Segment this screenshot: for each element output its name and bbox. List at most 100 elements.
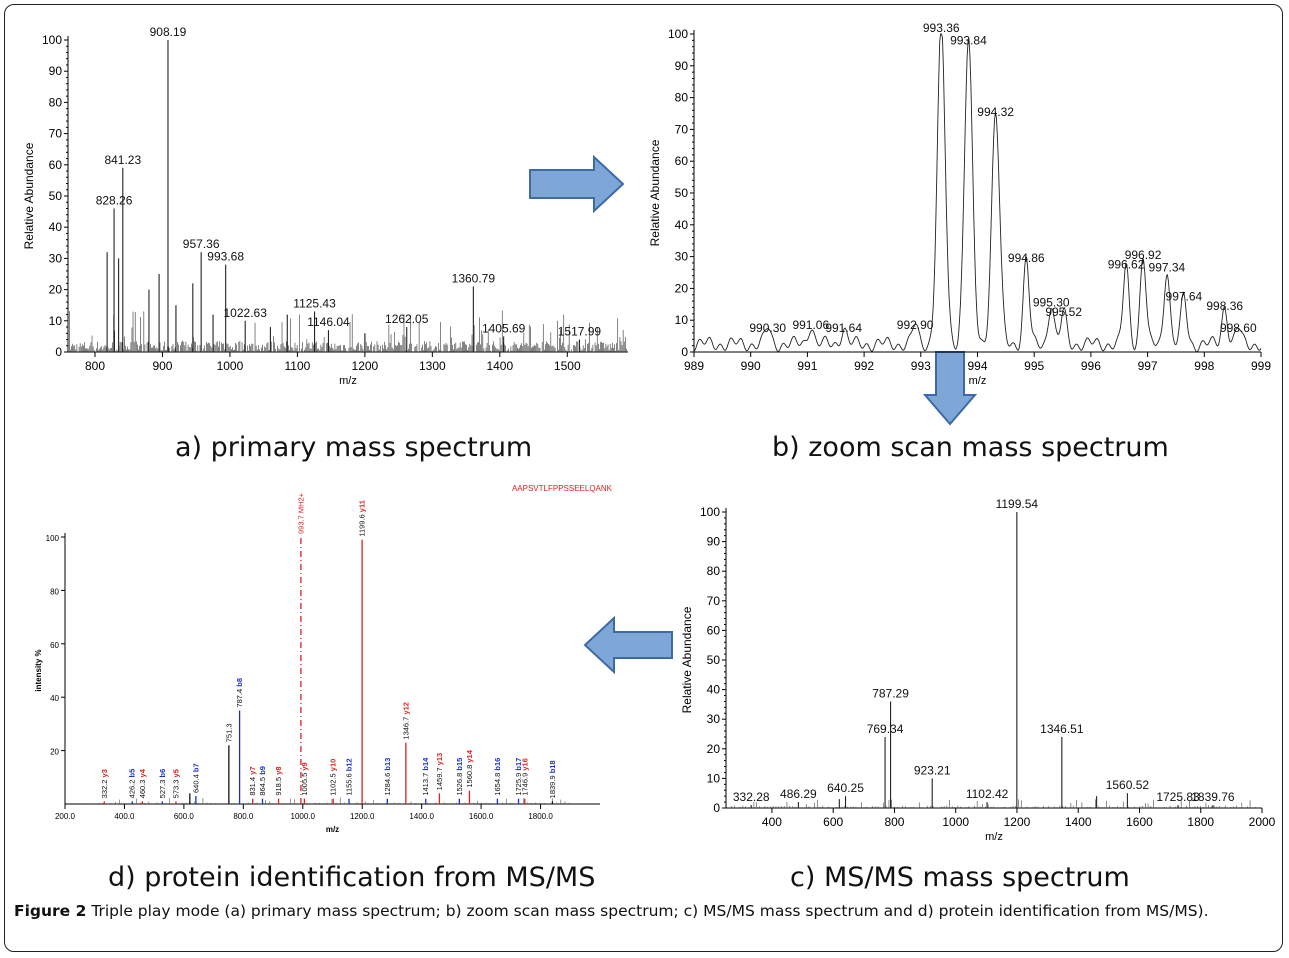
ion-label: 1459.7 y13 — [435, 753, 444, 791]
x-tick-label: 2000 — [1249, 815, 1276, 829]
figure-caption: Figure 2 Triple play mode (a) primary ma… — [14, 900, 1276, 923]
x-tick-label: 1200 — [352, 359, 379, 373]
caption-panel-b: b) zoom scan mass spectrum — [772, 432, 1169, 463]
peak-label: 1560.52 — [1106, 778, 1150, 792]
y-tick-label: 60 — [707, 623, 721, 637]
ion-mz: 864.5 — [258, 775, 267, 796]
peak-label: 332.28 — [733, 790, 770, 804]
figure-caption-text: Triple play mode (a) primary mass spectr… — [91, 902, 1209, 920]
ion-mz: 1284.6 — [383, 771, 392, 796]
x-tick-label: 600.0 — [174, 812, 195, 821]
peak-label: 991.06 — [792, 318, 829, 332]
spectrum-line — [693, 33, 1262, 353]
ion-type: y12 — [401, 702, 410, 715]
peak-label: 995.52 — [1045, 305, 1082, 319]
y-axis-label: Relative Abundance — [680, 606, 694, 713]
x-tick-label: 989 — [684, 359, 704, 373]
y-tick-label: 40 — [707, 683, 721, 697]
peak-label: 998.36 — [1206, 299, 1243, 313]
ion-label: 993.7 MH2+ — [296, 492, 305, 534]
peak-label: 995.30 — [1033, 296, 1070, 310]
x-tick-label: 999 — [1251, 359, 1271, 373]
x-tick-label: 1200 — [1004, 815, 1031, 829]
ion-mz: 1839.9 — [548, 773, 557, 798]
x-tick-label: 1200.0 — [350, 812, 375, 821]
y-tick-label: 30 — [675, 250, 689, 264]
ion-mz: 1654.8 — [493, 771, 502, 796]
peak-label: 1102.42 — [966, 787, 1009, 801]
y-tick-label: 30 — [707, 712, 721, 726]
x-tick-label: 400.0 — [114, 812, 135, 821]
x-tick-label: 1400.0 — [409, 812, 434, 821]
caption-panel-c: c) MS/MS mass spectrum — [790, 862, 1130, 893]
y-tick-label: 20 — [675, 281, 689, 295]
peak-label: 994.32 — [977, 105, 1014, 119]
ion-label: 1102.5 y10 — [329, 759, 338, 796]
y-tick-label: 50 — [49, 189, 63, 203]
peak-label: 486.29 — [780, 787, 817, 801]
ion-mz: 751.3 — [224, 723, 233, 742]
peak-label: 1405.69 — [482, 321, 526, 335]
peak-label: 991.64 — [825, 321, 862, 335]
ion-type: y5 — [171, 769, 180, 777]
chart-title: AAPSVTLFPPSSEELQANK — [512, 484, 613, 493]
ion-label: 640.4 b7 — [191, 763, 200, 793]
ion-label: 831.4 y7 — [248, 766, 257, 795]
ion-type: b8 — [235, 678, 244, 687]
y-tick-label: 100 — [668, 27, 688, 41]
y-tick-label: 0 — [681, 345, 688, 359]
ion-mz: 640.4 — [191, 772, 200, 793]
x-tick-label: 995 — [1024, 359, 1044, 373]
y-tick-label: 70 — [707, 594, 721, 608]
x-tick-label: 200.0 — [55, 812, 76, 821]
ion-mz: 1102.5 — [329, 771, 338, 795]
ion-mz: 993.7 MH2+ — [296, 492, 305, 534]
y-tick-label: 80 — [49, 95, 63, 109]
x-axis-label: m/z — [969, 375, 987, 387]
chart-panel-a: 0 10 20 30 40 50 60 70 80 90 100 800 900 1000 1100 1200… — [22, 25, 628, 387]
y-tick-label: 30 — [49, 251, 63, 265]
ion-label: 1199.6 y11 — [358, 500, 367, 537]
peak-label: 787.29 — [872, 686, 909, 700]
ion-label: 1284.6 b13 — [383, 758, 392, 796]
ion-type: y8 — [274, 766, 283, 774]
peak-label: 993.68 — [207, 250, 244, 264]
ion-type: b6 — [158, 769, 167, 778]
peak-label: 994.86 — [1008, 251, 1045, 265]
x-tick-label: 1400 — [486, 359, 513, 373]
x-tick-label: 1000 — [217, 359, 244, 373]
ion-label: 1725.9 b17 — [514, 758, 523, 796]
y-tick-label: 10 — [49, 314, 63, 328]
ion-label: 527.3 b6 — [158, 769, 167, 799]
x-tick-label: 1100 — [284, 359, 310, 373]
x-tick-label: 1000 — [942, 815, 969, 829]
ion-label: 787.4 b8 — [235, 678, 244, 708]
caption-panel-d: d) protein identification from MS/MS — [108, 862, 596, 893]
ion-mz: 460.3 — [138, 777, 147, 798]
ion-label: 1155.6 b12 — [345, 758, 354, 795]
ion-mz: 1725.9 — [514, 771, 523, 796]
figure-frame — [4, 4, 1283, 952]
x-tick-label: 993 — [911, 359, 931, 373]
peak-label: 1725.83 — [1156, 790, 1200, 804]
peak-label: 640.25 — [827, 781, 864, 795]
y-tick-label: 0 — [55, 345, 62, 359]
peak-label: 996.62 — [1108, 258, 1145, 272]
ion-type: b16 — [493, 758, 502, 771]
y-tick-label: 100 — [46, 534, 60, 543]
y-tick-label: 90 — [707, 535, 721, 549]
ion-mz: 1199.6 — [358, 512, 367, 536]
ion-label: 426.2 b5 — [128, 769, 137, 799]
ion-type: b5 — [128, 769, 137, 778]
ion-label: 1413.7 b14 — [421, 757, 430, 796]
peak-label: 828.26 — [96, 193, 133, 207]
ion-label: 460.3 y4 — [138, 768, 147, 798]
peak-label: 992.90 — [897, 318, 934, 332]
ion-label: 1560.8 y14 — [465, 749, 474, 787]
x-tick-label: 994 — [967, 359, 987, 373]
ion-mz: 573.3 — [171, 777, 180, 798]
peak-label: 1125.43 — [293, 296, 336, 310]
peak-label: 990.30 — [749, 321, 786, 335]
ion-mz: 1746.9 — [520, 771, 529, 796]
